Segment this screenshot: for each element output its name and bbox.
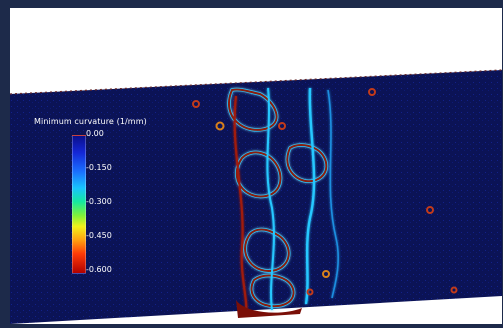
pore — [450, 286, 458, 294]
pore — [192, 100, 200, 108]
seam-streak-right — [304, 87, 316, 305]
pore — [306, 288, 314, 296]
pore — [426, 206, 434, 214]
colorbar-gradient — [72, 135, 86, 274]
colorbar-tick: -0.150 — [86, 163, 112, 172]
colorbar-tick: 0.00 — [86, 129, 104, 138]
colorbar-tick: -0.600 — [86, 265, 112, 274]
pore — [278, 122, 286, 130]
pore — [215, 121, 225, 131]
pore — [322, 270, 330, 278]
render-viewport[interactable]: Minimum curvature (1/mm) 0.00 -0.150 -0.… — [10, 8, 502, 324]
colorbar-tick: -0.450 — [86, 231, 112, 240]
seam-streak-left — [233, 95, 248, 315]
weld-seam — [227, 87, 339, 315]
seam-streak-mid — [266, 87, 275, 311]
pore-defects — [192, 88, 458, 296]
pore — [368, 88, 376, 96]
weld-lobe-4-core — [244, 228, 290, 272]
curvature-surface-plot[interactable] — [10, 8, 502, 324]
weld-lobe-5-core — [250, 274, 295, 308]
weld-root — [236, 300, 302, 318]
plate-top-edge — [10, 69, 502, 95]
seam-streak-outer — [327, 89, 339, 299]
weld-lobe-3-core — [286, 144, 328, 183]
colorbar-title: Minimum curvature (1/mm) — [34, 117, 147, 126]
colorbar-tick: -0.300 — [86, 197, 112, 206]
colorbar-legend: Minimum curvature (1/mm) 0.00 -0.150 -0.… — [20, 116, 147, 286]
